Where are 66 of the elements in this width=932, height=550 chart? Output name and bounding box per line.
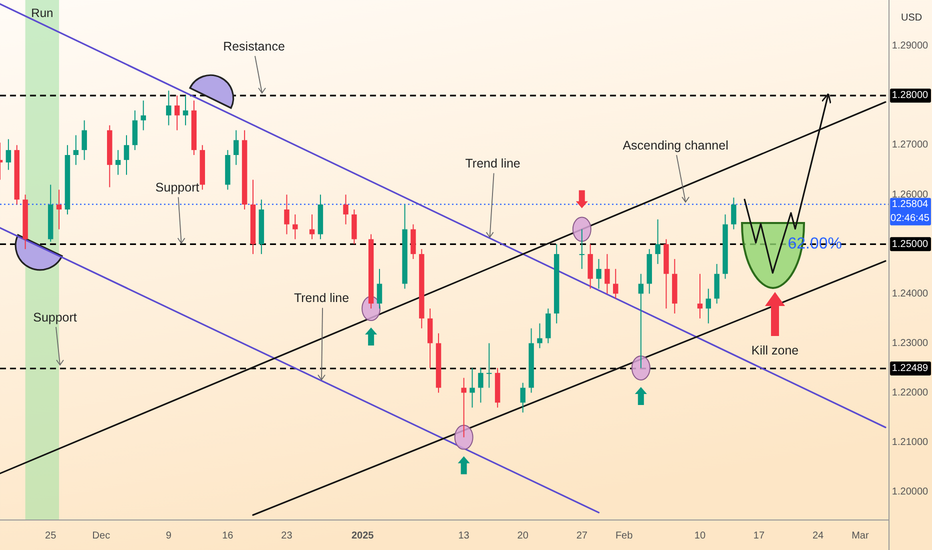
text: 02:46:45 [890, 212, 930, 224]
annotation: Kill zone [751, 343, 799, 358]
candlestick [655, 218, 660, 264]
band-label: Run [31, 6, 54, 20]
candlestick [182, 95, 188, 126]
candlestick [470, 367, 475, 408]
candlestick [56, 189, 62, 230]
x-tick-label: 27 [576, 530, 588, 542]
annotation: Trend line [465, 156, 520, 171]
candlestick [537, 322, 542, 349]
candlestick [73, 134, 79, 166]
x-tick-label: Dec [92, 530, 110, 542]
y-tick-label: 1.22000 [892, 387, 929, 398]
candlestick [604, 254, 610, 294]
x-tick-label: 23 [281, 530, 293, 542]
x-tick-label: Mar [852, 530, 870, 542]
candlestick [343, 194, 348, 225]
candlestick [284, 194, 290, 235]
annotation: Support [155, 180, 200, 194]
candlestick [140, 100, 146, 131]
candlestick [115, 150, 121, 176]
ref-line-label: 1.28000 [892, 90, 929, 102]
candlestick [731, 197, 736, 230]
candlestick [376, 268, 382, 310]
x-tick-label: 10 [694, 530, 706, 542]
candlestick [520, 382, 526, 414]
x-tick-label: 2025 [352, 530, 374, 542]
ref-line-label: 1.25000 [892, 238, 929, 250]
candlestick [478, 367, 484, 404]
y-tick-label: 1.29000 [892, 40, 929, 52]
y-axis-title: USD [901, 12, 922, 24]
candlestick [234, 130, 239, 166]
y-tick-label: 1.20000 [892, 486, 929, 498]
candlestick [6, 138, 12, 170]
x-tick-label: 16 [222, 530, 234, 542]
candlestick [613, 268, 618, 300]
y-tick-label: 1.27000 [892, 140, 929, 151]
annotation: Ascending channel [622, 138, 728, 152]
candlestick [486, 342, 492, 388]
candlestick [461, 377, 466, 438]
candlestick [292, 214, 298, 240]
candlestick [697, 273, 703, 319]
x-tick-label: Feb [615, 530, 634, 542]
annotation: Trend line [294, 291, 350, 306]
candlestick [124, 134, 130, 176]
candlestick [638, 273, 644, 368]
annotation: Support [33, 310, 78, 324]
y-tick-label: 1.24000 [892, 288, 929, 300]
x-tick-label: 9 [166, 530, 172, 542]
x-tick-label: 13 [458, 530, 470, 542]
ref-line-label: 1.25804 [892, 198, 929, 210]
annotation: Resistance [223, 39, 285, 54]
x-tick-label: 17 [753, 530, 765, 542]
candlestick [174, 95, 180, 131]
candlestick [82, 120, 87, 160]
y-tick-label: 1.26000 [892, 189, 929, 200]
ref-line-label: 1.22489 [892, 363, 929, 374]
candlestick [166, 90, 172, 126]
x-tick-label: 25 [45, 530, 57, 542]
y-tick-label: 1.23000 [892, 338, 929, 349]
x-tick-label: 24 [812, 530, 824, 542]
y-tick-label: 1.21000 [892, 436, 929, 448]
candlestick [579, 228, 585, 270]
candlestick [706, 288, 712, 324]
x-tick-label: 20 [517, 530, 529, 542]
candlestick [596, 258, 602, 290]
